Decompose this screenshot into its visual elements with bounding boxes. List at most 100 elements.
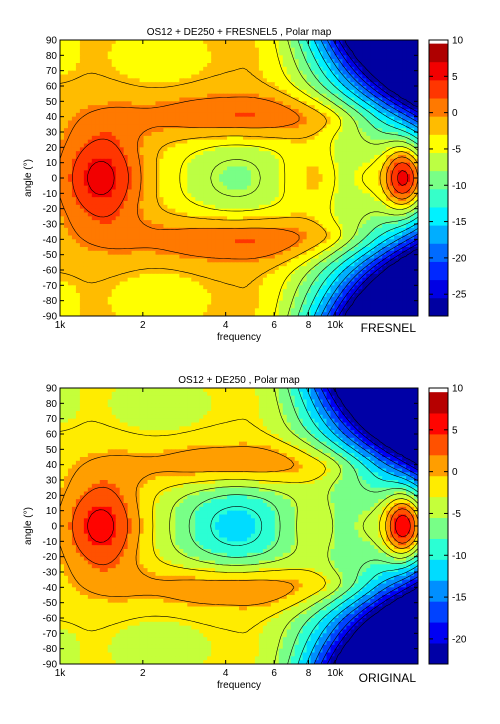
colorbar-band [429, 297, 448, 317]
x-tick-label: 1k [55, 668, 67, 679]
colorbar-band [429, 601, 448, 623]
y-tick-label: -90 [43, 312, 58, 323]
y-tick-label: 30 [46, 476, 58, 487]
x-tick-label: 6 [271, 320, 277, 331]
y-tick-label: 0 [51, 174, 57, 185]
y-axis-ticks: -90 -80 -70 -60 -50 -40 -30 -20 -10 0 10 20 30 40 50 60… [43, 36, 418, 323]
colorbar-band [429, 643, 448, 665]
colorbar-tick-label: -15 [452, 217, 467, 228]
x-tick-label: 2 [140, 668, 146, 679]
colorbar-band [429, 261, 448, 281]
y-tick-label: 80 [46, 399, 58, 410]
colorbar-tick-label: 0 [452, 467, 458, 478]
x-tick-label: 1k [55, 320, 67, 331]
colorbar-tick-label: -10 [452, 181, 467, 192]
colorbar-band [429, 188, 448, 208]
colorbar-band [429, 475, 448, 498]
y-tick-label: 10 [46, 158, 58, 169]
colorbar-band [429, 225, 448, 244]
colorbar-tick-label: 5 [452, 425, 458, 436]
y-tick-label: 70 [46, 66, 58, 77]
y-tick-label: 90 [46, 384, 58, 395]
y-tick-label: -10 [43, 189, 58, 200]
colorbar-band [429, 413, 448, 435]
colorbar-band [429, 79, 448, 99]
y-tick-label: 60 [46, 430, 58, 441]
colorbar-frame [428, 39, 449, 317]
colorbar-tick-label: -10 [452, 551, 467, 562]
colorbar-band [429, 61, 448, 81]
colorbar-band [429, 243, 448, 262]
y-tick-label: -70 [43, 281, 58, 292]
x-axis-label: frequency [217, 680, 261, 691]
corner-label: FRESNEL [361, 321, 417, 335]
colorbar-band [429, 434, 448, 456]
colorbar-band [429, 170, 448, 190]
y-axis-label: angle (°) [23, 507, 34, 545]
colorbar-band [429, 622, 448, 644]
colorbar-tick-label: 0 [452, 108, 458, 119]
x-tick-label: 6 [271, 668, 277, 679]
polar-map-original-panel: OS12 + DE250 , Polar map -90-80-70-60-50… [23, 375, 467, 691]
colorbar-band [429, 454, 448, 477]
y-tick-label: 30 [46, 128, 58, 139]
contour-plot-area [60, 388, 418, 664]
colorbar-tick-label: 10 [452, 36, 464, 47]
x-tick-label: 10k [327, 320, 344, 331]
y-tick-label: -40 [43, 583, 58, 594]
chart-title: OS12 + DE250 , Polar map [178, 375, 300, 386]
y-tick-label: 40 [46, 112, 58, 123]
y-axis-ticks: -90 -80 -70 -60 -50 -40 -30 -20 -10 0 10 20 30 40 50 60… [43, 384, 418, 671]
x-axis-ticks: 1k 2 4 6 8 10k [55, 388, 344, 679]
y-tick-label: -60 [43, 614, 58, 625]
colorbar-tick-label: -5 [452, 144, 461, 155]
y-tick-label: -20 [43, 552, 58, 563]
x-tick-label: 8 [306, 320, 312, 331]
colorbar-band [429, 98, 448, 117]
colorbar-band [429, 134, 448, 153]
colorbar-band [429, 580, 448, 602]
colorbar-tick-label: 10 [452, 384, 464, 395]
x-axis-label: frequency [217, 332, 261, 343]
colorbar-band [429, 392, 448, 414]
x-tick-label: 4 [223, 320, 229, 331]
x-tick-label: 8 [306, 668, 312, 679]
colorbar-band [429, 207, 448, 226]
colorbar-tick-label: -20 [452, 634, 467, 645]
colorbar-tick-label: -5 [452, 509, 461, 520]
contour-lines [60, 388, 418, 664]
y-tick-label: 40 [46, 460, 58, 471]
y-tick-label: 50 [46, 445, 58, 456]
colorbar-tick-label: 5 [452, 72, 458, 83]
colorbar-band [429, 517, 448, 539]
x-tick-label: 4 [223, 668, 229, 679]
y-tick-label: 80 [46, 51, 58, 62]
contour-plot-area [60, 40, 418, 316]
colorbar: 10 5 0 -5 -10 -15 -20 [428, 384, 467, 665]
x-tick-label: 2 [140, 320, 146, 331]
colorbar-band [429, 116, 448, 135]
y-tick-label: -60 [43, 266, 58, 277]
colorbar-band [429, 496, 448, 519]
polar-map-fresnel-panel: OS12 + DE250 + FRESNEL5 , Polar map -90 -… [23, 27, 467, 343]
y-tick-label: 60 [46, 82, 58, 93]
y-tick-label: 50 [46, 97, 58, 108]
y-tick-label: -40 [43, 235, 58, 246]
y-tick-label: 20 [46, 491, 58, 502]
x-axis-ticks: 1k 2 4 6 8 10k [55, 40, 344, 331]
y-tick-label: 90 [46, 36, 58, 47]
y-tick-label: -70 [43, 629, 58, 640]
y-tick-label: -10 [43, 537, 58, 548]
colorbar-frame [428, 387, 449, 665]
y-tick-label: -80 [43, 644, 58, 655]
y-axis-label: angle (°) [23, 159, 34, 197]
y-tick-label: 10 [46, 506, 58, 517]
colorbar-band [429, 43, 448, 63]
y-tick-label: 0 [51, 522, 57, 533]
y-tick-label: -20 [43, 204, 58, 215]
y-tick-label: -50 [43, 250, 58, 261]
y-tick-label: -80 [43, 296, 58, 307]
chart-title: OS12 + DE250 + FRESNEL5 , Polar map [147, 27, 332, 38]
y-tick-label: -50 [43, 598, 58, 609]
